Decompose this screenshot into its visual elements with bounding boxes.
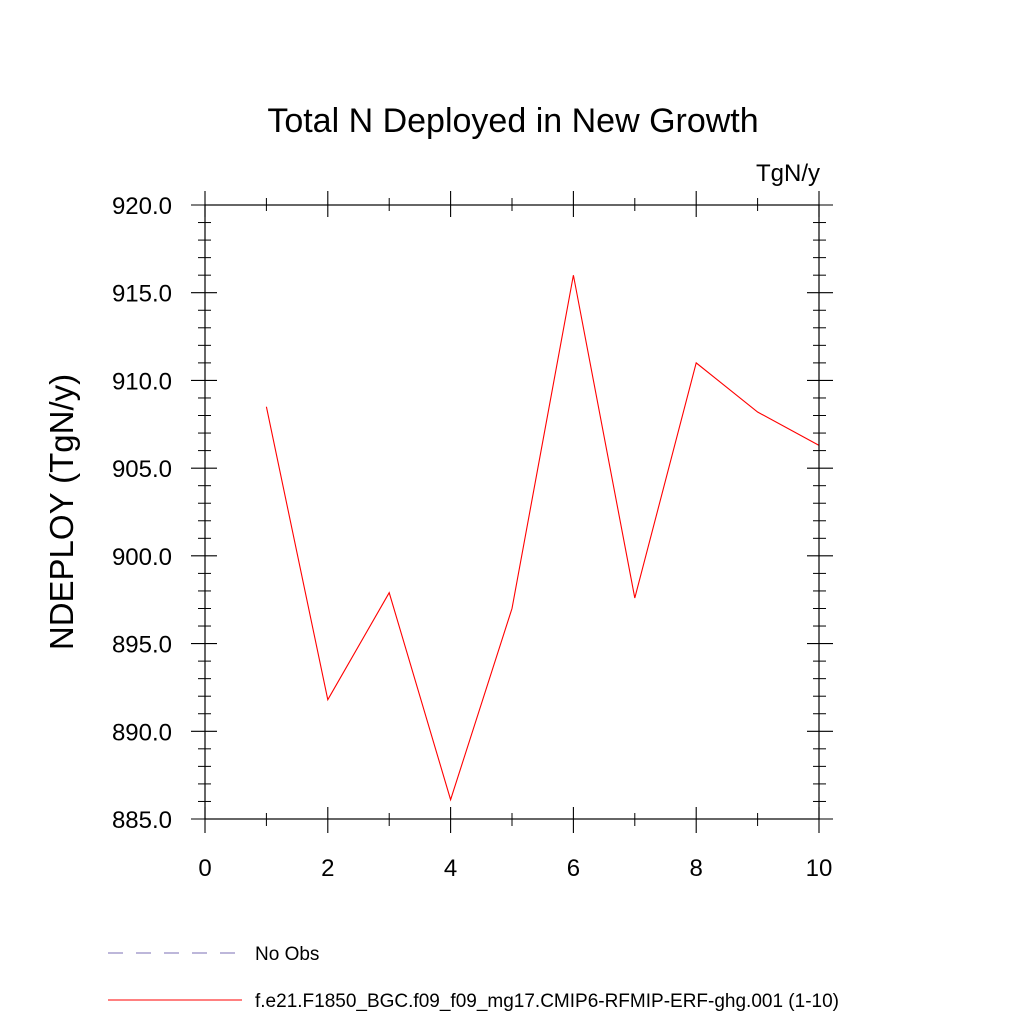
minor-ticks: [198, 198, 826, 826]
x-tick-label: 8: [690, 855, 703, 882]
x-tick-label: 10: [806, 855, 833, 882]
legend-label-1: f.e21.F1850_BGC.f09_f09_mg17.CMIP6-RFMIP…: [255, 991, 839, 1012]
series-layer: [265, 275, 820, 802]
y-tick-label: 895.0: [112, 632, 172, 659]
plot-frame: [204, 204, 820, 820]
y-tick-labels: 885.0 890.0 895.0 900.0 905.0 910.0 915.0 920.0: [112, 193, 172, 834]
x-tick-label: 0: [198, 855, 211, 882]
legend-label-0: No Obs: [255, 944, 319, 965]
series-line-0: [265, 275, 820, 802]
y-tick-label: 915.0: [112, 281, 172, 308]
x-tick-label: 6: [567, 855, 580, 882]
units-label: TgN/y: [756, 160, 820, 187]
chart-title: Total N Deployed in New Growth: [267, 102, 758, 140]
y-tick-label: 920.0: [112, 193, 172, 220]
y-tick-label: 900.0: [112, 544, 172, 571]
y-axis-label: NDEPLOY (TgN/y): [43, 374, 80, 650]
major-ticks: [191, 191, 833, 833]
x-tick-labels: 0 2 4 6 8 10: [198, 855, 832, 882]
y-tick-label: 890.0: [112, 719, 172, 746]
legend: No Obs f.e21.F1850_BGC.f09_f09_mg17.CMIP6…: [108, 944, 839, 1012]
y-tick-label: 905.0: [112, 456, 172, 483]
y-tick-label: 885.0: [112, 807, 172, 834]
x-tick-label: 4: [444, 855, 457, 882]
x-tick-label: 2: [321, 855, 334, 882]
y-tick-label: 910.0: [112, 368, 172, 395]
